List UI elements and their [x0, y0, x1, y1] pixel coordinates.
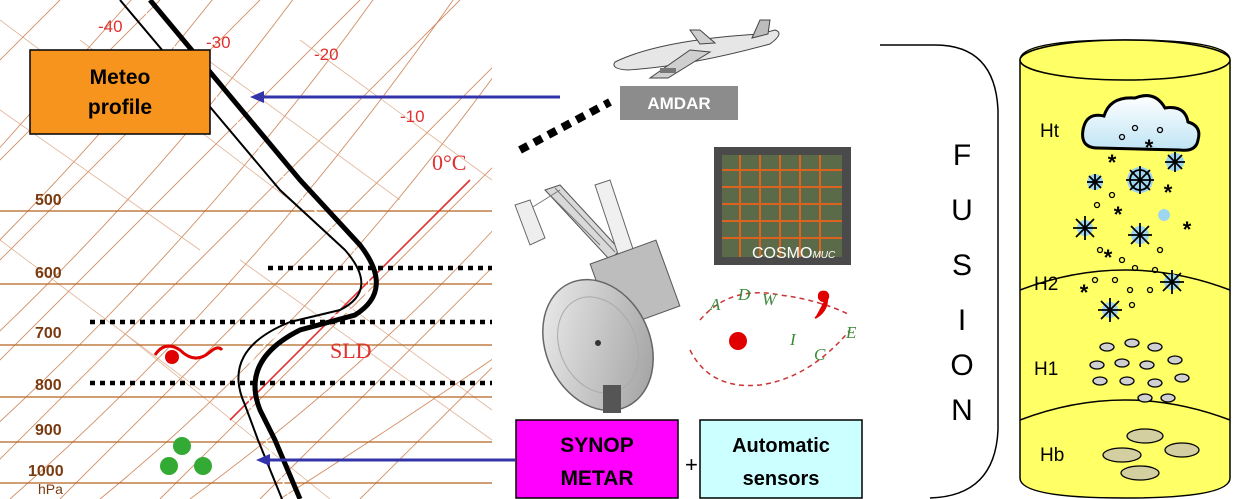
isotherm-labels: -40 -30 -20 -10 [98, 17, 425, 126]
pressure-labels: 500 600 700 800 900 1000 hPa [28, 192, 64, 497]
svg-text:*: * [1145, 135, 1154, 160]
cosmo-model-image: COSMOMUC [714, 147, 851, 265]
svg-text:*: * [1104, 245, 1113, 270]
hb-drops [1102, 428, 1200, 481]
freezing-drizzle-symbol [153, 344, 224, 364]
plus-sign: + [685, 452, 698, 477]
fusion-o: O [950, 349, 973, 382]
cosmo-label: COSMOMUC [752, 245, 836, 262]
stars: * * * * * * * [1080, 135, 1192, 305]
zero-isotherm [229, 179, 471, 421]
cloud-icon [1081, 94, 1201, 152]
adwice-letter-d: D [737, 285, 751, 304]
automatic-sensors-box: Automatic sensors [699, 419, 863, 499]
h1-droplets [1089, 338, 1190, 403]
isobars [0, 210, 492, 484]
skewt-diagram [0, 0, 492, 499]
small-droplets [1091, 124, 1164, 309]
auto-line-1: Automatic [732, 435, 830, 457]
pressure-900: 900 [35, 422, 62, 439]
pressure-1000: 1000 [28, 463, 64, 480]
fusion-bracket [880, 44, 999, 499]
aircraft-link [518, 98, 612, 154]
amdar-box: AMDAR [620, 86, 738, 120]
auto-line-2: sensors [743, 468, 820, 490]
amdar-label: AMDAR [647, 94, 710, 113]
svg-text:*: * [1114, 202, 1123, 227]
fusion-letters: F U S I O N [950, 139, 973, 427]
iso-label-3: -20 [314, 45, 339, 64]
fusion-n: N [951, 394, 973, 427]
adwice-letter-a: A [709, 295, 721, 314]
pressure-600: 600 [35, 265, 62, 282]
adwice-letter-e: E [845, 323, 857, 342]
temperature-profile [148, 0, 379, 499]
isotherms [0, 0, 492, 499]
svg-text:*: * [1164, 180, 1173, 205]
sld-label: SLD [330, 338, 372, 363]
iso-label-4: -10 [400, 107, 425, 126]
synop-metar-box: SYNOP METAR [515, 419, 679, 499]
svg-text:*: * [1080, 280, 1089, 305]
synop-line-2: METAR [560, 467, 633, 490]
level-h1: H1 [1034, 359, 1058, 380]
iso-label-2: -30 [206, 33, 231, 52]
fusion-s: S [952, 249, 972, 282]
fusion-i: I [958, 304, 966, 337]
fusion-u: U [951, 194, 973, 227]
cloud-column: * * * * * * * [1019, 39, 1231, 499]
fusion-f: F [953, 139, 971, 172]
snowflakes [1073, 152, 1185, 322]
adwice-letter-w: W [762, 290, 778, 309]
meteo-line-2: profile [88, 96, 152, 119]
arrows [250, 91, 560, 466]
adwice-letter-i: I [789, 330, 797, 349]
zero-label: 0°C [432, 150, 466, 175]
radar-antenna-image [514, 179, 681, 413]
dewpoint-profile [119, 0, 363, 499]
meteo-line-1: Meteo [90, 66, 151, 89]
pressure-unit: hPa [38, 481, 63, 497]
meteo-profile-box: Meteo profile [29, 49, 211, 135]
airplane-icon [613, 19, 780, 79]
level-hb: Hb [1040, 445, 1064, 466]
adwice-logo: A D W I C E [689, 285, 857, 387]
svg-text:*: * [1183, 217, 1192, 242]
adwice-letter-c: C [814, 345, 826, 364]
pressure-500: 500 [35, 192, 62, 209]
synop-line-1: SYNOP [560, 434, 634, 457]
pressure-700: 700 [35, 325, 62, 342]
level-labels: Ht H2 H1 Hb [1034, 121, 1064, 466]
svg-text:*: * [1108, 150, 1117, 175]
dotted-levels [90, 265, 492, 386]
rain-symbol [160, 437, 212, 475]
pressure-800: 800 [35, 377, 62, 394]
level-ht: Ht [1040, 121, 1060, 142]
level-h2: H2 [1034, 274, 1058, 295]
iso-label-1: -40 [98, 17, 123, 36]
